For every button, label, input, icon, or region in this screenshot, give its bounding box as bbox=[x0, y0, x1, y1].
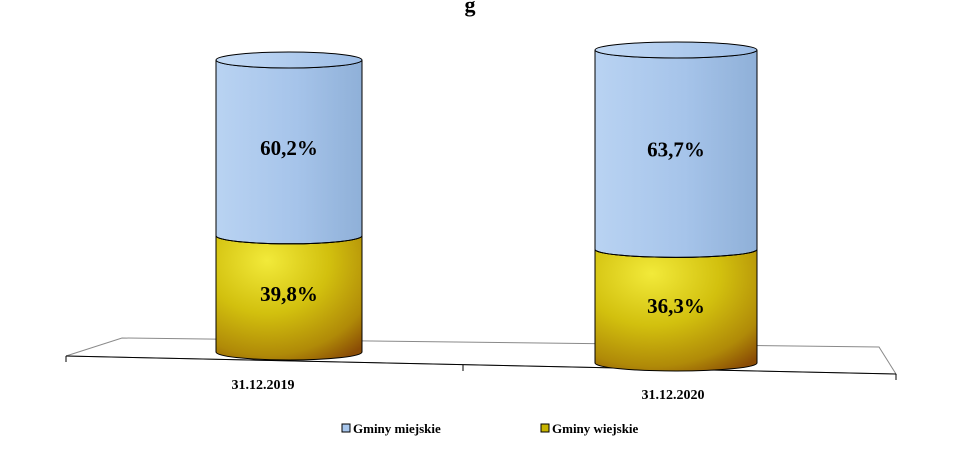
bars-layer: 39,8% 60,2% 36,3% 63,7% bbox=[215, 41, 758, 372]
legend-swatch-wiejskie bbox=[540, 423, 550, 433]
legend-item-wiejskie: Gminy wiejskie bbox=[540, 421, 639, 436]
legend-swatch-miejskie bbox=[341, 423, 351, 433]
data-label-wiejskie: 36,3% bbox=[647, 294, 705, 318]
x-tick-labels: 31.12.2019 31.12.2020 bbox=[232, 378, 705, 403]
cylinder-top-cap bbox=[594, 41, 758, 59]
segment-divider bbox=[215, 235, 363, 245]
x-tick-label: 31.12.2019 bbox=[232, 378, 295, 393]
data-label-miejskie: 63,7% bbox=[647, 138, 705, 162]
legend-item-miejskie: Gminy miejskie bbox=[341, 421, 441, 436]
legend-label-miejskie: Gminy miejskie bbox=[353, 421, 441, 436]
legend-label-wiejskie: Gminy wiejskie bbox=[552, 421, 639, 436]
segment-divider bbox=[594, 249, 758, 258]
bar-stack: 36,3% 63,7% bbox=[594, 41, 758, 372]
floor-plane bbox=[65, 337, 897, 375]
x-tick-label: 31.12.2020 bbox=[642, 388, 705, 403]
bar-stack: 39,8% 60,2% bbox=[215, 51, 363, 361]
data-label-miejskie: 60,2% bbox=[260, 136, 318, 160]
chart-floor bbox=[65, 337, 897, 380]
chart-title-fragment: g bbox=[465, 0, 476, 17]
cylinder-top-cap bbox=[215, 51, 363, 69]
data-label-wiejskie: 39,8% bbox=[260, 282, 318, 306]
x-axis-line bbox=[65, 355, 897, 375]
legend: Gminy miejskie Gminy wiejskie bbox=[341, 421, 639, 436]
